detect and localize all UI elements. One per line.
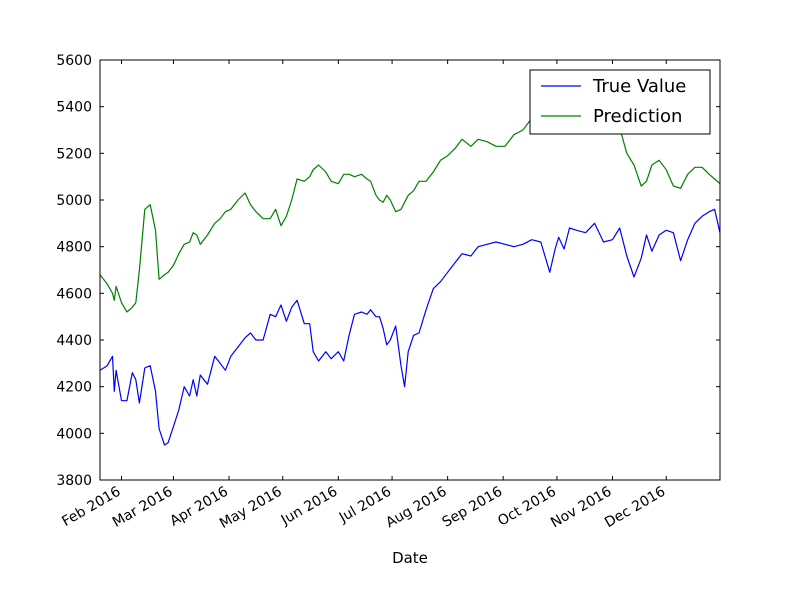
y-tick-label: 4200 xyxy=(56,380,92,396)
legend-box xyxy=(529,69,711,135)
plot-area-frame xyxy=(99,59,721,481)
legend-label-prediction: Prediction xyxy=(593,106,682,127)
x-axis-label: Date xyxy=(392,549,428,567)
y-tick-label: 4000 xyxy=(56,426,92,442)
y-tick-label: 4600 xyxy=(56,286,92,302)
y-tick-label: 4400 xyxy=(56,333,92,349)
legend-label-true-value: True Value xyxy=(592,76,686,97)
y-tick-label: 5200 xyxy=(56,146,92,162)
y-axis: 3800 4000 4200 4400 4600 4800 5000 5200 5400 5600 xyxy=(56,53,720,489)
y-tick-label: 4800 xyxy=(56,240,92,256)
y-tick-label: 5600 xyxy=(56,53,92,69)
y-tick-label: 5400 xyxy=(56,100,92,116)
y-tick-label: 5000 xyxy=(56,193,92,209)
series-line-true-value xyxy=(100,208,720,446)
y-tick-label: 3800 xyxy=(56,473,92,489)
legend: True Value Prediction xyxy=(529,69,711,135)
